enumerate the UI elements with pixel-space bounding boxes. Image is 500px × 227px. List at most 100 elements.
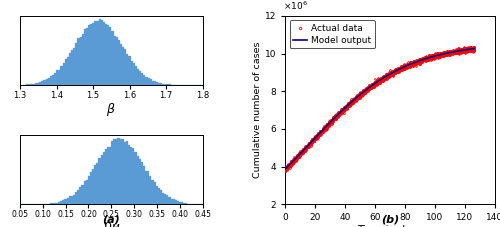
Bar bbox=[164, 194, 166, 204]
Bar bbox=[26, 84, 28, 85]
Bar bbox=[37, 83, 39, 85]
Bar bbox=[120, 139, 122, 204]
Bar bbox=[73, 48, 76, 85]
Bar bbox=[77, 190, 80, 204]
Bar bbox=[58, 70, 60, 85]
Bar bbox=[177, 201, 179, 204]
Bar bbox=[144, 75, 146, 85]
Model output bbox=[471, 47, 477, 50]
Bar bbox=[160, 190, 162, 204]
Bar bbox=[103, 22, 105, 85]
Bar bbox=[92, 169, 94, 204]
Bar bbox=[96, 21, 98, 85]
Bar bbox=[98, 158, 100, 204]
Bar bbox=[181, 202, 184, 204]
Bar bbox=[67, 57, 69, 85]
Bar bbox=[98, 19, 101, 85]
Bar bbox=[137, 69, 139, 85]
Bar bbox=[68, 196, 71, 204]
Bar bbox=[120, 44, 122, 85]
Model output bbox=[282, 168, 288, 170]
Bar bbox=[96, 163, 98, 204]
Bar bbox=[30, 84, 33, 85]
Bar bbox=[100, 155, 102, 204]
Actual data bbox=[322, 126, 328, 129]
Bar bbox=[135, 67, 137, 85]
Bar bbox=[114, 36, 116, 85]
Bar bbox=[147, 171, 150, 204]
Bar bbox=[88, 25, 90, 85]
X-axis label: Time in days: Time in days bbox=[357, 225, 423, 227]
Actual data bbox=[471, 48, 477, 51]
Bar bbox=[62, 63, 64, 85]
Bar bbox=[62, 200, 64, 204]
Bar bbox=[150, 79, 152, 85]
Model output bbox=[394, 69, 400, 71]
Bar bbox=[60, 66, 62, 85]
Line: Actual data: Actual data bbox=[284, 46, 475, 172]
Bar bbox=[75, 192, 77, 204]
Bar bbox=[52, 75, 54, 85]
Bar bbox=[71, 49, 73, 85]
Bar bbox=[172, 199, 175, 204]
Bar bbox=[66, 198, 68, 204]
Bar bbox=[126, 141, 128, 204]
Bar bbox=[116, 139, 117, 204]
Bar bbox=[168, 84, 171, 85]
Bar bbox=[134, 152, 136, 204]
Bar bbox=[58, 202, 60, 204]
Bar bbox=[107, 147, 109, 204]
Line: Model output: Model output bbox=[285, 49, 474, 169]
Bar bbox=[132, 63, 135, 85]
Model output bbox=[402, 65, 408, 68]
Bar bbox=[82, 35, 84, 85]
Bar bbox=[141, 73, 144, 85]
Bar bbox=[154, 81, 156, 85]
Bar bbox=[138, 158, 141, 204]
Bar bbox=[160, 83, 162, 85]
Bar bbox=[76, 43, 78, 85]
Bar bbox=[152, 180, 154, 204]
Bar bbox=[132, 148, 134, 204]
Bar bbox=[156, 82, 158, 85]
Actual data bbox=[302, 146, 308, 149]
Bar bbox=[114, 139, 116, 204]
Bar bbox=[158, 83, 160, 85]
Model output bbox=[291, 159, 297, 161]
Bar bbox=[28, 84, 30, 85]
Bar bbox=[124, 49, 126, 85]
Bar bbox=[150, 176, 152, 204]
Actual data bbox=[282, 170, 288, 173]
Actual data bbox=[387, 71, 393, 74]
Bar bbox=[158, 188, 160, 204]
Bar bbox=[56, 70, 58, 85]
Bar bbox=[52, 203, 54, 204]
Bar bbox=[118, 40, 120, 85]
Bar bbox=[118, 138, 120, 204]
Bar bbox=[154, 182, 156, 204]
Bar bbox=[164, 84, 166, 85]
X-axis label: p$_M$: p$_M$ bbox=[102, 220, 120, 227]
Bar bbox=[109, 147, 111, 204]
Bar bbox=[130, 61, 132, 85]
Bar bbox=[141, 162, 143, 204]
Bar bbox=[71, 196, 73, 204]
Bar bbox=[42, 81, 43, 85]
Bar bbox=[39, 82, 42, 85]
Bar bbox=[139, 71, 141, 85]
Bar bbox=[48, 78, 50, 85]
Bar bbox=[82, 185, 84, 204]
Bar bbox=[112, 31, 114, 85]
Bar bbox=[116, 37, 118, 85]
Bar bbox=[54, 73, 56, 85]
Model output bbox=[441, 52, 447, 55]
Bar bbox=[148, 79, 150, 85]
Bar bbox=[44, 80, 46, 85]
Bar bbox=[84, 181, 86, 204]
Bar bbox=[80, 37, 82, 85]
Bar bbox=[162, 84, 164, 85]
Bar bbox=[35, 83, 37, 85]
Bar bbox=[168, 197, 170, 204]
Actual data bbox=[466, 45, 472, 48]
Bar bbox=[128, 56, 130, 85]
